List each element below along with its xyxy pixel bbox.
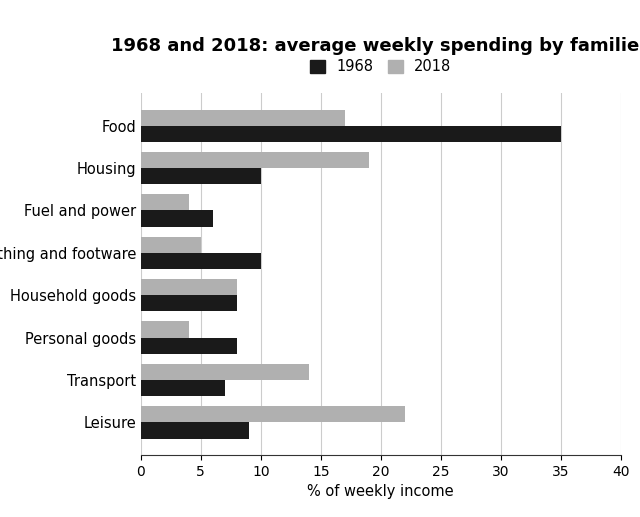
Bar [141,237,201,253]
Bar [141,338,237,354]
Bar [141,110,345,126]
Bar [141,210,212,226]
Bar [141,364,309,380]
Bar [141,279,237,295]
Bar [141,194,189,210]
Bar [141,126,561,142]
X-axis label: % of weekly income: % of weekly income [307,484,454,499]
Legend: 1968, 2018: 1968, 2018 [304,53,458,80]
Bar [141,422,249,438]
Bar [141,295,237,311]
Bar [141,322,189,338]
Title: 1968 and 2018: average weekly spending by families: 1968 and 2018: average weekly spending b… [111,37,640,55]
Bar [141,253,261,269]
Bar [141,152,369,168]
Bar [141,168,261,184]
Bar [141,406,405,422]
Bar [141,380,225,396]
